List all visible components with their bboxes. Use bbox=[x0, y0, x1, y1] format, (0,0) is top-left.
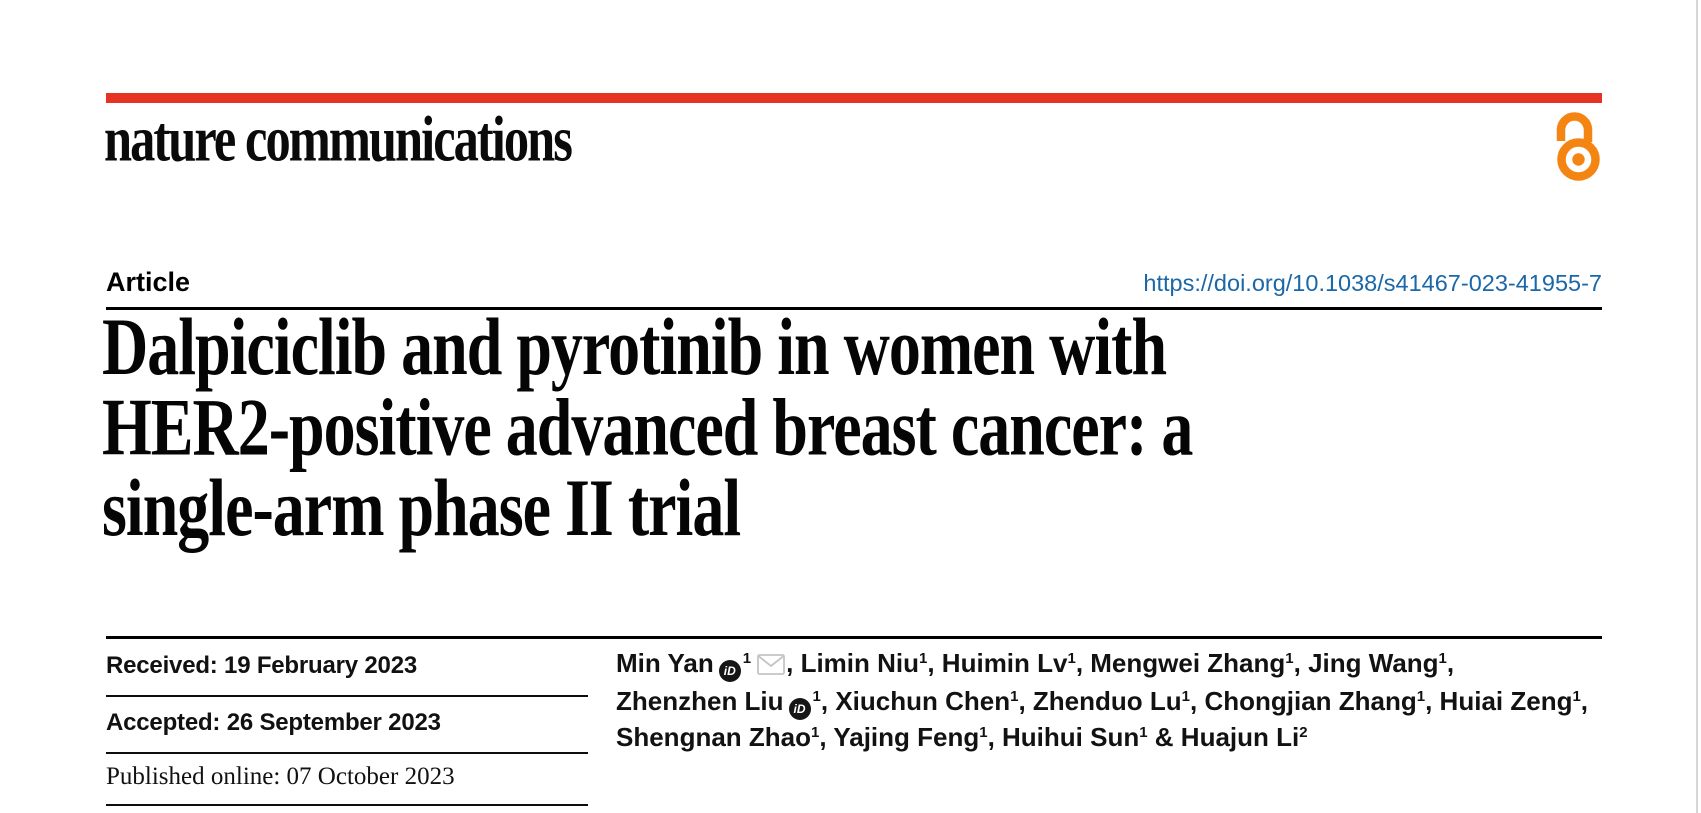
affiliation-superscript: 1 bbox=[811, 723, 820, 741]
affiliation-superscript: 2 bbox=[1299, 723, 1308, 741]
published-online-date: Published online: 07 October 2023 bbox=[106, 763, 455, 790]
article-header-row: Article https://doi.org/10.1038/s41467-0… bbox=[106, 267, 1602, 298]
affiliation-superscript: 1 bbox=[1067, 650, 1076, 667]
doi-link[interactable]: https://doi.org/10.1038/s41467-023-41955… bbox=[1143, 270, 1602, 296]
open-access-icon bbox=[1556, 111, 1600, 181]
author-name-text: , Huihui Sun bbox=[987, 721, 1140, 752]
author-name-text: Zhenzhen Liu bbox=[616, 685, 784, 716]
author-line: Zhenzhen Liu iD1, Xiuchun Chen1, Zhenduo … bbox=[616, 684, 1626, 720]
affiliation-superscript: 1 bbox=[1010, 687, 1019, 705]
brand-bar bbox=[106, 93, 1602, 103]
affiliation-superscript: 1 bbox=[1416, 687, 1426, 705]
affiliation-superscript: 1 bbox=[742, 650, 752, 667]
affiliation-superscript: 1 bbox=[1139, 723, 1148, 741]
article-title-line: HER2-positive advanced breast cancer: a bbox=[102, 381, 1193, 473]
article-title: Dalpiciclib and pyrotinib in women with … bbox=[102, 300, 1193, 554]
received-date: Received: 19 February 2023 bbox=[106, 652, 417, 679]
author-list: Min Yan iD1, Limin Niu1, Huimin Lv1, Meng… bbox=[616, 646, 1626, 754]
article-title-line: Dalpiciclib and pyrotinib in women with bbox=[102, 300, 1167, 392]
orcid-icon[interactable]: iD bbox=[788, 697, 811, 720]
author-line: Shengnan Zhao1, Yajing Feng1, Huihui Sun… bbox=[616, 720, 1626, 755]
author-name-text: & Huajun Li bbox=[1147, 721, 1300, 752]
author-name-text: , Jing Wang bbox=[1293, 648, 1439, 678]
affiliation-superscript: 1 bbox=[1181, 687, 1190, 705]
email-icon[interactable] bbox=[757, 649, 786, 684]
journal-logo: nature communications bbox=[104, 104, 573, 176]
divider bbox=[106, 804, 588, 806]
author-name-text: , bbox=[1580, 685, 1589, 716]
divider bbox=[106, 307, 1602, 310]
affiliation-superscript: 1 bbox=[1572, 687, 1581, 705]
page-edge bbox=[1696, 0, 1698, 813]
author-name-text: , Chongjian Zhang bbox=[1190, 685, 1417, 716]
author-name-text: Min Yan bbox=[616, 648, 714, 678]
divider bbox=[106, 695, 588, 697]
author-name-text: , Limin Niu bbox=[786, 648, 920, 678]
divider bbox=[106, 752, 588, 754]
author-name-text: , Huiai Zeng bbox=[1425, 685, 1573, 716]
affiliation-superscript: 1 bbox=[1285, 650, 1294, 667]
author-name-text: Shengnan Zhao bbox=[616, 721, 811, 752]
divider bbox=[106, 636, 1602, 639]
orcid-icon[interactable]: iD bbox=[718, 660, 741, 683]
affiliation-superscript: 1 bbox=[1438, 650, 1447, 667]
author-name-text: , bbox=[1446, 648, 1455, 678]
article-type-label: Article bbox=[106, 267, 191, 297]
affiliation-superscript: 1 bbox=[979, 723, 988, 741]
author-name-text: , Xiuchun Chen bbox=[820, 685, 1011, 716]
author-name-text: , Zhenduo Lu bbox=[1018, 685, 1182, 716]
author-name-text: , Mengwei Zhang bbox=[1075, 648, 1286, 678]
affiliation-superscript: 1 bbox=[919, 650, 928, 667]
author-name-text: , Yajing Feng bbox=[819, 721, 980, 752]
article-title-line: single-arm phase II trial bbox=[102, 462, 741, 554]
affiliation-superscript: 1 bbox=[812, 687, 821, 705]
author-line: Min Yan iD1, Limin Niu1, Huimin Lv1, Meng… bbox=[616, 646, 1626, 684]
author-name-text: , Huimin Lv bbox=[927, 648, 1068, 678]
accepted-date: Accepted: 26 September 2023 bbox=[106, 709, 441, 736]
